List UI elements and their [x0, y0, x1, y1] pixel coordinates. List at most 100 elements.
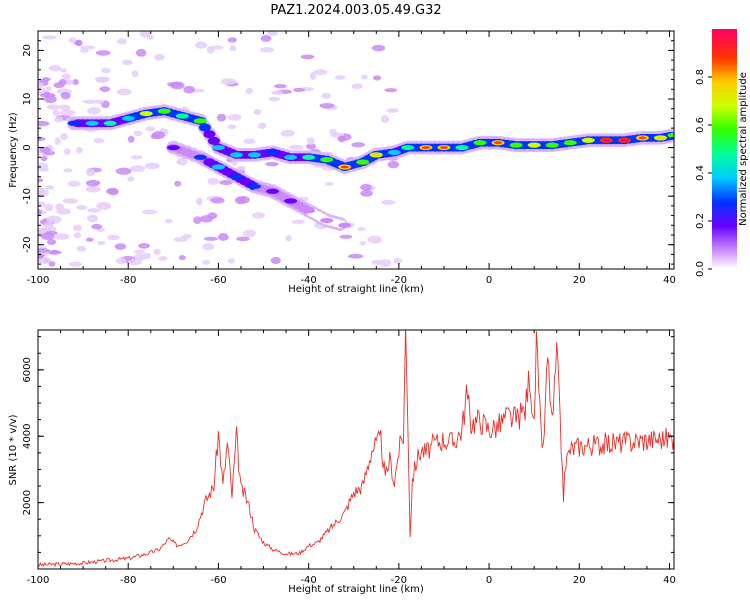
- noise-blob: [46, 104, 61, 110]
- noise-blob: [227, 114, 242, 121]
- noise-blob: [79, 48, 89, 53]
- noise-blob: [46, 239, 57, 246]
- noise-blob: [339, 234, 353, 239]
- y-tick-label: 0: [22, 144, 33, 150]
- noise-blob: [60, 133, 68, 141]
- x-tick-label: 20: [573, 575, 586, 586]
- noise-blob: [96, 202, 112, 210]
- ridge-core: [620, 138, 629, 142]
- colorbar-tick-label: 0.6: [695, 117, 706, 133]
- ridge-point: [320, 157, 334, 163]
- noise-blob: [251, 212, 265, 219]
- colorbar-tick-label: 0.4: [695, 165, 706, 181]
- branch-point: [302, 208, 316, 214]
- x-tick-label: 20: [573, 275, 586, 286]
- noise-blob: [101, 67, 111, 74]
- noise-blob: [107, 234, 120, 241]
- noise-blob: [236, 165, 247, 171]
- y-tick-label: -20: [22, 237, 33, 253]
- noise-blob: [259, 47, 274, 53]
- x-tick-label: -80: [120, 575, 136, 586]
- noise-blob: [38, 248, 50, 253]
- ridge-point: [527, 142, 541, 148]
- y-tick-label: 2000: [22, 490, 33, 515]
- noise-blob: [54, 137, 62, 146]
- noise-blob: [55, 203, 65, 211]
- colorbar-tick-label: 0.0: [695, 261, 706, 277]
- noise-blob: [38, 186, 46, 195]
- branch-point: [338, 222, 352, 228]
- snr-line-layer: [38, 330, 674, 568]
- noise-blob: [39, 92, 56, 98]
- noise-blob: [38, 82, 44, 89]
- noise-blob: [207, 212, 218, 220]
- y-tick-label: 4000: [22, 423, 33, 448]
- noise-blob: [51, 249, 59, 255]
- ridge-point: [121, 115, 135, 122]
- noise-blob: [116, 38, 127, 45]
- noise-blob: [380, 115, 390, 123]
- noise-blob: [217, 233, 229, 241]
- noise-blob: [61, 73, 72, 80]
- branch-point: [193, 154, 207, 160]
- noise-blob: [271, 90, 284, 95]
- ridge-point: [266, 149, 280, 156]
- snr-series-line: [38, 330, 674, 568]
- noise-blob: [243, 138, 256, 144]
- noise-blob: [170, 81, 185, 90]
- noise-blob: [265, 161, 279, 167]
- ridge-core: [372, 153, 381, 157]
- x-tick-label: 0: [486, 275, 492, 286]
- noise-blob: [68, 261, 83, 267]
- ridge-point: [401, 144, 415, 151]
- noise-blob: [93, 138, 105, 144]
- noise-blob: [242, 229, 257, 238]
- ridge-point: [211, 144, 225, 151]
- noise-blob: [87, 106, 101, 115]
- ridge-point: [284, 154, 298, 160]
- noise-blob: [267, 31, 279, 36]
- noise-blob: [313, 69, 328, 76]
- ridge-point: [455, 144, 469, 151]
- noise-blob: [38, 162, 49, 171]
- noise-blob: [94, 99, 104, 105]
- noise-blob: [75, 205, 88, 210]
- noise-blob: [351, 142, 366, 148]
- noise-blob: [360, 183, 372, 191]
- y-tick-label: -10: [22, 188, 33, 204]
- noise-blob: [39, 146, 51, 154]
- noise-blob: [393, 257, 403, 264]
- colorbar: [712, 29, 737, 269]
- x-tick-label: -20: [391, 275, 407, 286]
- noise-blob: [202, 259, 211, 265]
- ridge-point: [545, 142, 559, 148]
- ridge-point: [85, 120, 99, 126]
- noise-blob: [195, 197, 203, 206]
- noise-blob: [107, 187, 119, 196]
- x-tick-label: 0: [486, 575, 492, 586]
- noise-blob: [334, 75, 346, 80]
- noise-blob: [174, 237, 189, 243]
- x-tick-label: -60: [210, 275, 226, 286]
- noise-blob: [133, 249, 145, 255]
- noise-blob: [216, 113, 227, 122]
- noise-blob: [351, 83, 363, 89]
- noise-blob: [129, 165, 146, 173]
- noise-blob: [234, 196, 246, 205]
- noise-blob: [142, 209, 158, 215]
- chart-title: PAZ1.2024.003.05.49.G32: [270, 3, 441, 18]
- ridge-point: [103, 120, 117, 126]
- noise-blob: [203, 236, 219, 241]
- noise-blob: [229, 45, 237, 52]
- ridge-point: [67, 120, 81, 126]
- noise-blob: [260, 35, 272, 42]
- noise-blob: [48, 261, 56, 267]
- noise-blob: [130, 155, 143, 160]
- noise-blob: [164, 218, 173, 224]
- noise-blob: [38, 256, 52, 264]
- noise-blob: [174, 180, 182, 187]
- ridge-point: [509, 142, 523, 148]
- noise-blob: [207, 177, 219, 185]
- noise-blob: [273, 83, 287, 89]
- noise-blob: [135, 48, 147, 57]
